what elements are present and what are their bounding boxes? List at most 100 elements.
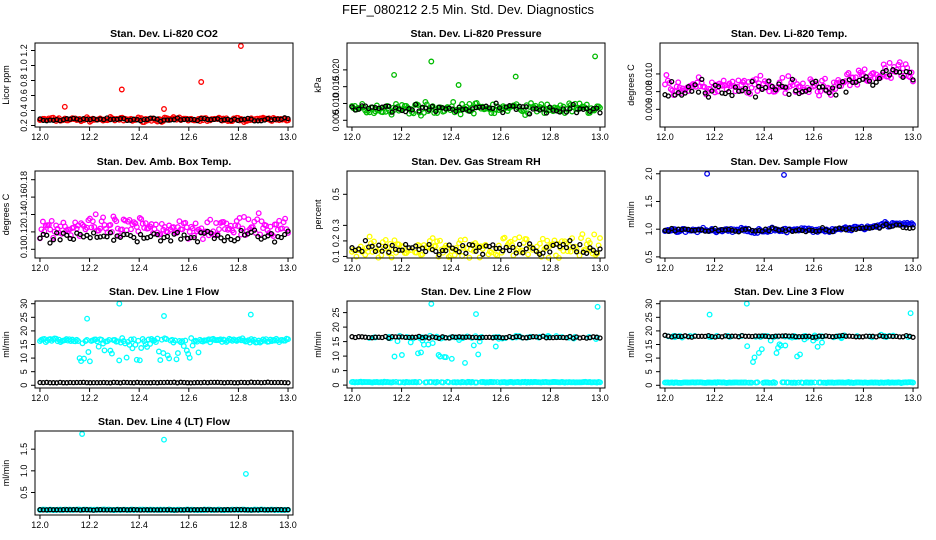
plot-frame [34,42,294,128]
data-point-secondary [803,333,809,340]
data-point-secondary [685,84,692,90]
data-point [739,79,746,86]
data-point-secondary [84,232,90,238]
data-point-secondary [594,105,600,111]
data-point [429,340,436,347]
data-point [419,251,426,258]
x-tick-label: 12.4 [130,393,148,403]
data-point-secondary [44,232,50,238]
y-tick-label: 0.020 [331,59,341,82]
data-point-secondary [900,74,906,80]
data-point-secondary [752,228,759,234]
data-point-secondary [729,92,735,99]
data-point-secondary [416,108,422,114]
data-point-secondary [64,380,70,386]
data-point-secondary [496,334,503,341]
data-point-secondary [171,507,177,513]
data-point-outlier [242,470,249,477]
x-tick-label: 12.0 [31,520,49,530]
y-tick-label: 0.16 [19,188,29,206]
data-point [174,350,181,357]
data-point-secondary [433,108,439,115]
data-point-secondary [863,74,869,80]
data-point-secondary [413,243,419,249]
data-point [119,335,126,342]
data-point-secondary [910,334,916,340]
chart-title: Stan. Dev. Line 4 (LT) Flow [98,416,231,428]
data-point [744,343,751,350]
data-point-secondary [64,507,70,513]
data-point-outlier [61,103,68,110]
data-point [176,218,183,225]
data-point-secondary [275,116,281,122]
data-point-secondary [50,237,57,243]
data-points [37,431,291,514]
data-point [579,231,586,238]
data-point-secondary [386,103,392,109]
data-point [179,338,186,345]
data-point [266,229,272,236]
data-point-secondary [255,507,261,513]
data-point [199,236,206,243]
data-point-secondary [567,237,573,244]
data-point [432,243,439,250]
data-point-outlier [198,79,205,85]
x-tick-label: 12.2 [81,132,99,142]
y-tick-label: 0.006 [644,98,654,121]
data-point-outlier [247,311,254,318]
y-axis-label: degrees C [1,193,11,235]
data-point-secondary [523,104,529,110]
data-point-secondary [282,379,288,386]
data-points [349,300,603,386]
data-point [805,89,812,96]
x-tick-label: 12.0 [31,263,49,273]
x-tick-label: 12.2 [706,132,724,142]
data-point-secondary [496,105,503,111]
data-point [797,83,803,90]
data-points [349,231,603,261]
data-point-secondary [194,239,201,245]
data-points [37,300,291,386]
data-point [832,86,839,93]
data-point-secondary [285,507,291,513]
data-point-secondary [886,72,893,78]
data-point-secondary [164,117,171,123]
data-point-secondary [469,242,476,248]
data-point [475,351,482,358]
data-point [819,339,825,346]
data-point-outlier [237,43,244,49]
x-tick-label: 12.2 [81,263,99,273]
data-point-secondary [359,248,365,255]
data-point-secondary [107,116,114,123]
data-point-secondary [846,77,852,83]
data-point-outlier [79,431,86,437]
data-points [349,53,603,119]
data-point-secondary [675,226,682,232]
data-point-secondary [597,110,603,116]
data-point-secondary [510,244,516,251]
data-point-secondary [349,245,355,251]
data-point-secondary [57,379,63,386]
data-point [886,59,893,66]
data-point-secondary [896,69,903,75]
x-tick-label: 12.6 [492,132,510,142]
y-tick-label: 5 [644,369,654,374]
x-tick-label: 13.0 [904,393,922,403]
data-point-secondary [843,333,849,339]
data-point-secondary [873,79,879,85]
data-point-secondary [530,245,536,251]
x-tick-label: 12.4 [442,393,460,403]
data-point-secondary [459,242,466,249]
data-point-secondary [695,89,702,95]
y-tick-label: 30 [19,299,29,309]
chart-panel-6: Stan. Dev. Sample Flow ml/min 12.0 12.2 12.4… [626,156,922,273]
x-tick-label: 12.4 [755,263,773,273]
chart-panel-10: Stan. Dev. Line 4 (LT) Flow ml/min 12.0 12.… [1,416,297,530]
y-tick-label: 30 [644,299,654,309]
data-point-secondary [57,237,63,243]
data-point-secondary [426,107,432,113]
data-point-secondary [510,103,516,109]
data-point-secondary [839,79,846,85]
data-point [195,349,202,356]
